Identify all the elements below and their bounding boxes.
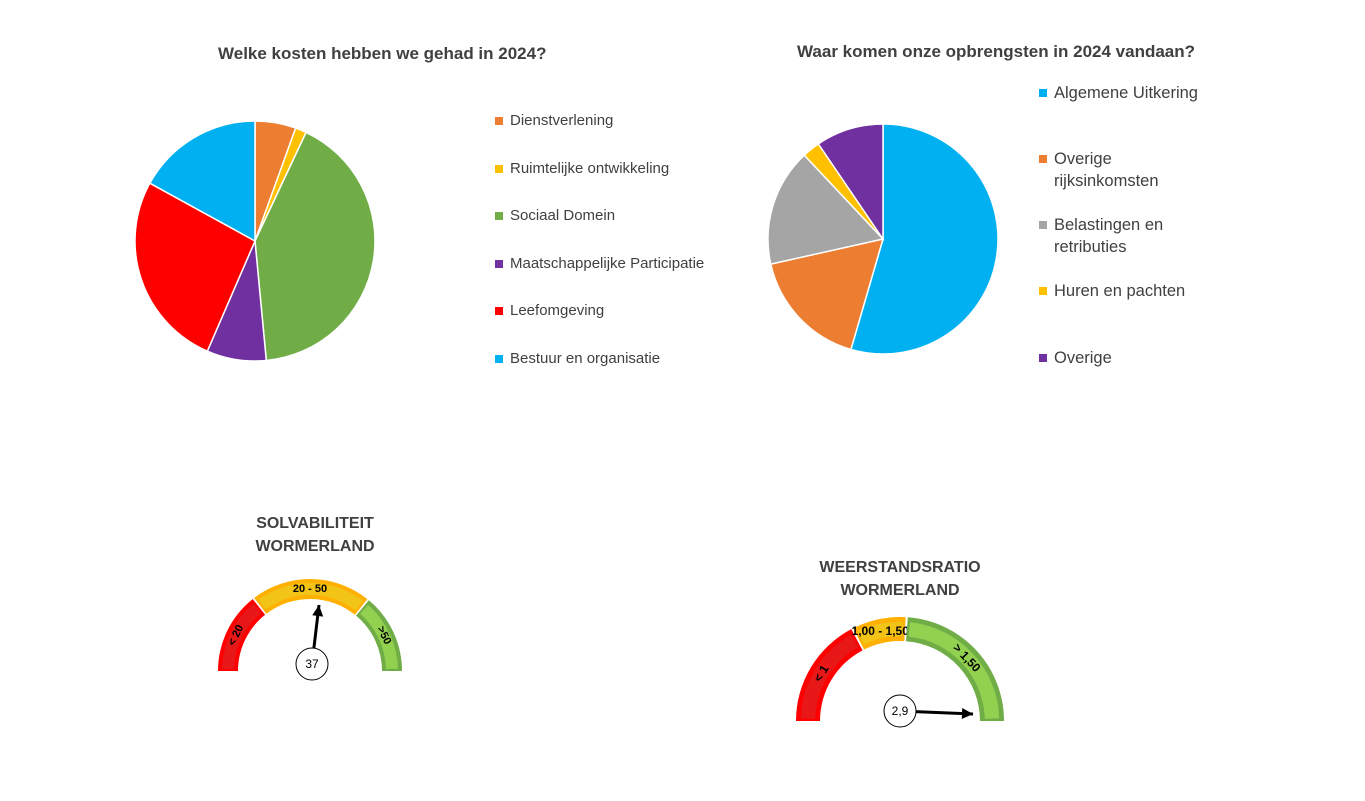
pie-slice-sociaal-domein <box>254 131 376 362</box>
legend-swatch <box>495 212 503 220</box>
chart-title-opbrengsten: Waar komen onze opbrengsten in 2024 vand… <box>797 42 1196 61</box>
legend-swatch <box>495 259 503 268</box>
pie-slice-belastingen-en-retributies <box>767 154 885 265</box>
legend-swatch <box>1039 221 1047 229</box>
gauge-value-label: 2,9 <box>892 704 909 718</box>
legend-item: Huren en pachten <box>1039 280 1204 302</box>
legend-swatch <box>1039 155 1047 163</box>
gauge-band-label: 20 - 50 <box>293 583 327 595</box>
legend-label: Overige <box>1054 349 1112 367</box>
gauge-title-line: WORMERLAND <box>840 582 960 599</box>
legend-label: Maatschappelijke Participatie <box>510 254 705 272</box>
legend-label: Overige rijksinkomsten <box>1054 150 1159 190</box>
legend-item: Leefomgeving <box>495 302 604 319</box>
chart-title-kosten: Welke kosten hebben we gehad in 2024? <box>218 44 547 63</box>
legend-label: Huren en pachten <box>1054 282 1186 300</box>
legend-label: Leefomgeving <box>510 302 605 319</box>
pie-chart-opbrengsten <box>767 123 999 355</box>
pie-slice-overige-rijksinkomsten <box>769 237 885 351</box>
gauge-band-inner <box>800 634 859 719</box>
legend-item: Ruimtelijke ontwikkeling <box>495 160 669 177</box>
gauge-needle-head <box>312 605 324 617</box>
gauge-value-circle <box>883 694 917 728</box>
legend-swatch <box>495 354 503 363</box>
gauge-title-line: WORMERLAND <box>255 538 375 555</box>
legend-item: Bestuur en organisatie <box>495 350 660 367</box>
pie-chart-kosten <box>134 120 376 362</box>
gauge-needle-head <box>961 708 973 720</box>
pie-slice-bestuur-en-organisatie <box>148 120 256 243</box>
legend-item: Algemene Uitkering <box>1039 82 1204 104</box>
gauge-title-weerstandsratio: WEERSTANDSRATIO WORMERLAND <box>800 556 1000 602</box>
legend-swatch <box>495 307 503 315</box>
legend-item: Maatschappelijke Participatie <box>495 255 704 272</box>
legend-item: Dienstverlening <box>495 112 613 129</box>
gauge-band-inner <box>258 583 364 611</box>
legend-label: Dienstverlening <box>510 112 614 129</box>
gauge-title-line: SOLVABILITEIT <box>256 515 374 532</box>
pie-slice-algemene-uitkering <box>849 123 999 355</box>
legend-swatch <box>1039 89 1047 97</box>
legend-swatch <box>495 164 503 173</box>
legend-label: Bestuur en organisatie <box>510 349 661 367</box>
legend-item: Sociaal Domein <box>495 207 615 224</box>
pie-slice-overige <box>817 123 884 242</box>
gauge-value-label: 37 <box>305 657 319 671</box>
gauge-band-inner <box>222 603 262 670</box>
legend-label: Algemene Uitkering <box>1054 84 1198 102</box>
gauge-title-line: WEERSTANDSRATIO <box>819 559 981 576</box>
legend-label: Belastingen en retributies <box>1054 216 1164 256</box>
gauge-weerstandsratio: < 11,00 - 1,50> 1,502,9 <box>796 617 1004 728</box>
legend-swatch <box>1039 354 1047 362</box>
legend-item: Belastingen en retributies <box>1039 214 1204 258</box>
gauge-band-1-50 <box>906 617 1004 721</box>
gauge-band-inner <box>857 621 903 645</box>
gauge-value-circle <box>295 647 329 681</box>
legend-label: Sociaal Domein <box>510 207 616 224</box>
gauge-band-label: 1,00 - 1,50 <box>852 624 910 638</box>
legend-item: Overige rijksinkomsten <box>1039 148 1204 192</box>
legend-swatch <box>495 117 503 125</box>
legend-swatch <box>1039 287 1047 295</box>
gauge-title-solvabiliteit: SOLVABILITEIT WORMERLAND <box>230 512 400 558</box>
gauge-band-inner <box>360 604 398 670</box>
legend-label: Ruimtelijke ontwikkeling <box>510 159 670 177</box>
gauge-band-inner <box>908 622 1000 719</box>
legend-item: Overige <box>1039 347 1204 369</box>
